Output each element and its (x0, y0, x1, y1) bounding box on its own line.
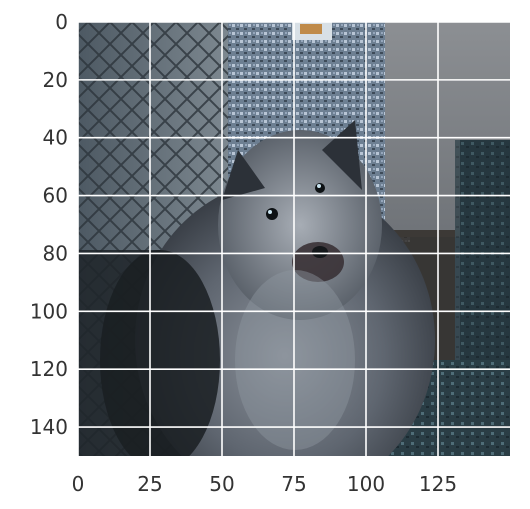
y-tick-label: 40 (43, 126, 68, 150)
x-tick-label: 125 (419, 472, 457, 496)
y-tick-label: 80 (43, 241, 68, 265)
x-tick-label: 50 (209, 472, 234, 496)
y-tick-label: 20 (43, 68, 68, 92)
y-tick-label: 140 (30, 415, 68, 439)
x-tick-label: 100 (347, 472, 385, 496)
y-axis-ticks: 0 20 40 60 80 100 120 140 (30, 10, 68, 439)
y-tick-label: 0 (55, 10, 68, 34)
x-tick-label: 25 (137, 472, 162, 496)
grid-lines (77, 21, 510, 456)
x-tick-label: 0 (72, 472, 85, 496)
y-tick-label: 120 (30, 357, 68, 381)
y-tick-label: 60 (43, 184, 68, 208)
y-tick-label: 100 (30, 299, 68, 323)
x-axis-ticks: 0 25 50 75 100 125 (72, 472, 457, 496)
x-tick-label: 75 (281, 472, 306, 496)
